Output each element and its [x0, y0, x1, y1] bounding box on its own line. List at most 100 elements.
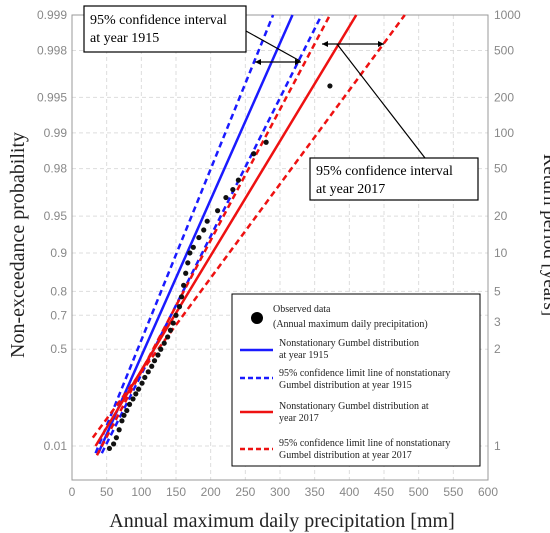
x-tick-label: 400: [339, 485, 359, 499]
observed-point: [135, 386, 142, 392]
plot-frame: [71, 14, 489, 481]
observed-point: [145, 369, 151, 375]
observed-point: [196, 234, 202, 241]
legend-box: [231, 293, 481, 467]
annotation-2017-box: [309, 157, 479, 201]
observed-point: [251, 151, 257, 157]
legend-2017-sublabel: year 2017: [279, 413, 319, 424]
observed-data-points: [106, 83, 333, 452]
right-tick-label: 10: [494, 246, 508, 260]
observed-point: [235, 177, 241, 183]
right-tick-label: 50: [494, 162, 508, 176]
tick-labels: 0 50 100 150 200 250 300 350 400 450 500 550 6000.99…: [37, 8, 521, 499]
x-tick-label: 250: [235, 485, 255, 499]
annotation-1915-arrow-left: [255, 59, 261, 65]
observed-point: [124, 407, 130, 414]
series-line: [97, 14, 294, 454]
observed-point: [170, 320, 176, 326]
x-tick-label: 100: [131, 485, 151, 499]
distribution-curves: [91, 14, 406, 456]
right-tick-label: 100: [494, 126, 514, 140]
observed-point: [151, 358, 158, 364]
observed-point: [223, 194, 229, 201]
x-tick-label: 300: [270, 485, 290, 499]
observed-point: [167, 327, 174, 333]
annotation-1915-arrow-right: [295, 59, 301, 65]
right-tick-label: 3: [494, 315, 501, 329]
legend-1915-sublabel: at year 1915: [279, 350, 328, 361]
annotation-1915-line1: 95% confidence interval: [90, 13, 227, 28]
observed-point: [133, 391, 139, 397]
observed-point: [121, 412, 127, 418]
observed-point: [165, 334, 171, 340]
legend-observed-label: Observed data: [273, 304, 331, 315]
observed-point: [183, 270, 189, 276]
observed-point: [185, 260, 191, 266]
observed-point: [176, 304, 183, 310]
right-tick-label: 5: [494, 284, 501, 298]
right-tick-label: 1000: [494, 8, 521, 22]
left-axis-title: Non-exceedance probability: [7, 132, 29, 358]
observed-point: [106, 445, 113, 452]
series-line: [94, 14, 275, 454]
observed-point: [130, 396, 136, 402]
annotation-2017-arrow-right: [378, 41, 384, 47]
legend-2017-ci-label: 95% confidence limit line of nonstationa…: [279, 438, 450, 449]
legend-1915-ci-sublabel: Gumbel distribution at year 1915: [279, 380, 412, 391]
left-tick-label: 0.5: [50, 342, 67, 356]
annotation-1915: 95% confidence interval at year 1915: [83, 5, 301, 65]
x-tick-label: 550: [443, 485, 463, 499]
observed-point: [149, 363, 155, 369]
observed-point: [161, 340, 167, 346]
observed-point: [204, 218, 210, 224]
right-tick-label: 2: [494, 342, 501, 356]
observed-point: [173, 312, 179, 318]
legend-1915-label: Nonstationary Gumbel distribution: [279, 338, 419, 349]
observed-point: [230, 186, 236, 193]
annotation-2017-leader: [336, 43, 426, 159]
annotation-2017: 95% confidence interval at year 2017: [309, 41, 479, 201]
left-tick-label: 0.01: [44, 439, 68, 453]
left-tick-label: 0.995: [37, 90, 67, 104]
x-tick-label: 50: [100, 485, 114, 499]
legend: Observed data (Annual maximum daily prec…: [231, 293, 481, 467]
observed-point: [201, 227, 207, 233]
observed-point: [327, 83, 333, 89]
left-tick-label: 0.999: [37, 8, 67, 22]
left-tick-label: 0.998: [37, 43, 67, 57]
left-tick-label: 0.95: [44, 209, 68, 223]
observed-point: [155, 352, 161, 358]
series-line: [100, 14, 323, 454]
x-tick-label: 600: [478, 485, 498, 499]
legend-observed-marker: [251, 312, 263, 324]
series-line: [91, 14, 406, 439]
annotation-2017-line2: at year 2017: [316, 182, 385, 197]
series-line: [95, 14, 332, 456]
legend-1915-ci-label: 95% confidence limit line of nonstationa…: [279, 368, 450, 379]
left-tick-label: 0.99: [44, 126, 68, 140]
right-tick-label: 1: [494, 439, 501, 453]
legend-2017-label: Nonstationary Gumbel distribution at: [279, 401, 429, 412]
observed-point: [158, 346, 164, 352]
left-tick-label: 0.8: [50, 284, 67, 298]
observed-point: [181, 282, 187, 288]
annotation-1915-leader: [245, 30, 301, 62]
right-tick-label: 500: [494, 43, 514, 57]
observed-point: [263, 139, 269, 145]
right-axis-title: Return period [years]: [539, 154, 550, 317]
annotation-2017-line1: 95% confidence interval: [316, 164, 453, 179]
observed-point: [178, 294, 185, 300]
observed-point: [187, 250, 193, 256]
observed-point: [113, 435, 119, 441]
x-tick-label: 450: [374, 485, 394, 499]
observed-point: [215, 208, 221, 214]
x-tick-label: 150: [166, 485, 186, 499]
annotation-2017-arrow-left: [322, 41, 328, 47]
left-tick-label: 0.7: [50, 308, 67, 322]
left-tick-label: 0.9: [50, 246, 67, 260]
observed-point: [190, 244, 196, 250]
observed-point: [119, 418, 125, 424]
x-axis-title: Annual maximum daily precipitation [mm]: [109, 510, 454, 532]
observed-point: [126, 401, 133, 407]
